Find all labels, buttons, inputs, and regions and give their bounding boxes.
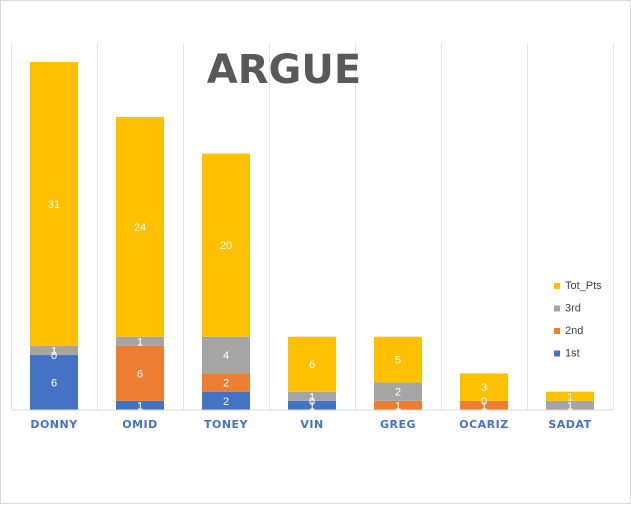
data-label-toney-3rd: 4	[223, 350, 229, 362]
category-label-greg: GREG	[380, 418, 416, 431]
category-separators	[11, 43, 614, 410]
bar-segment-sadat-tot-pts	[546, 391, 594, 401]
bar-segment-toney-3rd	[202, 336, 250, 374]
bar-segment-vin-tot-pts	[288, 336, 336, 392]
data-label-greg-3rd: 2	[395, 387, 401, 399]
data-label-toney-tot-pts: 20	[220, 240, 232, 252]
legend-swatch	[554, 283, 560, 289]
data-label-ocariz-2nd: 1	[481, 400, 487, 412]
data-label-greg-2nd: 1	[395, 400, 401, 412]
legend-item-3rd[interactable]: 3rd	[554, 303, 581, 315]
category-label-sadat: SADAT	[548, 418, 591, 431]
bar-segment-omid-1st	[116, 400, 164, 410]
data-label-ocariz-3rd: 0	[481, 396, 487, 408]
data-label-donny-2nd: 0	[51, 350, 57, 362]
legend: Tot_Pts 3rd 2nd 1st	[554, 280, 602, 360]
data-label-toney-1st: 2	[223, 396, 229, 408]
bar-segment-omid-tot-pts	[116, 116, 164, 337]
data-label-donny-3rd: 1	[51, 345, 57, 357]
legend-item-2nd[interactable]: 2nd	[554, 325, 583, 337]
data-label-omid-tot-pts: 24	[134, 222, 146, 234]
data-label-omid-1st: 1	[137, 400, 143, 412]
legend-swatch	[554, 350, 560, 357]
legend-item-1st[interactable]: 1st	[554, 348, 580, 360]
legend-label: 3rd	[565, 303, 581, 315]
data-label-omid-2nd: 6	[137, 368, 143, 380]
bar-segment-toney-1st	[202, 391, 250, 410]
legend-item-tot-pts[interactable]: Tot_Pts	[554, 280, 602, 292]
data-label-omid-3rd: 1	[137, 336, 143, 348]
bar-segment-ocariz-tot-pts	[460, 373, 508, 401]
data-label-toney-2nd: 2	[223, 378, 229, 390]
data-label-vin-3rd: 1	[309, 391, 315, 403]
bar-segment-greg-tot-pts	[374, 336, 422, 383]
bar-segment-sadat-3rd	[546, 400, 594, 410]
bar-segment-vin-3rd	[288, 391, 336, 401]
legend-label: Tot_Pts	[565, 280, 602, 292]
data-label-donny-1st: 6	[51, 378, 57, 390]
bar-segment-omid-2nd	[116, 345, 164, 401]
bar-segment-vin-1st	[288, 400, 336, 410]
bars	[30, 62, 594, 410]
legend-label: 1st	[565, 348, 580, 360]
bar-segment-greg-3rd	[374, 382, 422, 401]
data-label-vin-tot-pts: 6	[309, 359, 315, 371]
bar-segment-donny-1st	[30, 355, 78, 410]
bar-segment-greg-2nd	[374, 400, 422, 410]
data-label-vin-1st: 1	[309, 400, 315, 412]
category-label-donny: DONNY	[30, 418, 78, 431]
bar-segment-donny-tot-pts	[30, 62, 78, 346]
bar-segment-ocariz-2nd	[460, 400, 508, 410]
bar-segment-omid-3rd	[116, 336, 164, 346]
data-label-sadat-tot-pts: 1	[567, 391, 573, 403]
chart-title: ARGUE	[207, 47, 361, 93]
legend-swatch	[554, 328, 560, 334]
bar-segment-toney-tot-pts	[202, 153, 250, 337]
category-label-vin: VIN	[300, 418, 323, 431]
legend-label: 2nd	[565, 325, 583, 337]
data-label-sadat-3rd: 1	[567, 400, 573, 412]
data-label-greg-tot-pts: 5	[395, 355, 401, 367]
legend-swatch	[554, 305, 560, 312]
category-label-toney: TONEY	[204, 418, 249, 431]
data-label-ocariz-tot-pts: 3	[481, 382, 487, 394]
bar-segment-donny-3rd	[30, 345, 78, 356]
category-label-omid: OMID	[122, 418, 158, 431]
category-labels: DONNY OMID TONEY VIN GREG OCARIZ SADAT	[30, 418, 591, 431]
bar-segment-toney-2nd	[202, 373, 250, 392]
data-label-vin-2nd: 0	[309, 396, 315, 408]
category-label-ocariz: OCARIZ	[459, 418, 508, 431]
data-label-donny-tot-pts: 31	[48, 199, 60, 211]
